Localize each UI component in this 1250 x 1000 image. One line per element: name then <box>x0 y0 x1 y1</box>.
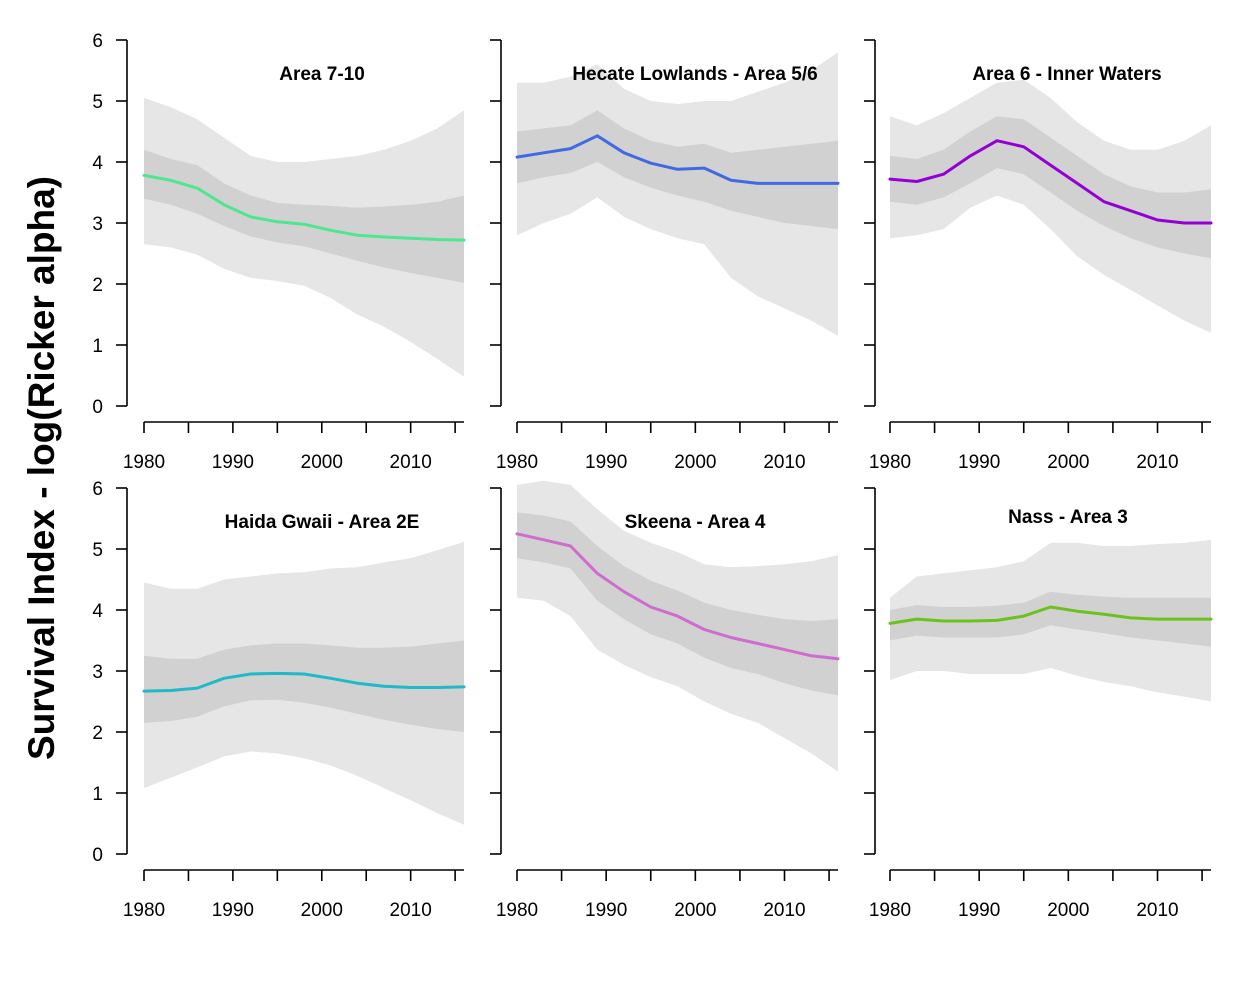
x-tick-label: 2010 <box>763 900 805 921</box>
panel-title: Skeena - Area 4 <box>625 512 766 533</box>
x-tick-label: 1990 <box>585 452 627 473</box>
x-tick-label: 2000 <box>1047 900 1089 921</box>
y-tick-label: 0 <box>92 845 103 866</box>
x-tick-label: 2000 <box>301 900 343 921</box>
inner-interval-band <box>890 591 1211 647</box>
panel-title: Area 6 - Inner Waters <box>972 64 1161 85</box>
x-tick-label: 2010 <box>1136 452 1178 473</box>
y-axis-label: Survival Index - log(Ricker alpha) <box>21 176 62 760</box>
x-tick-label: 1980 <box>496 900 538 921</box>
x-tick-label: 1990 <box>958 452 1000 473</box>
y-tick-label: 5 <box>92 92 103 113</box>
median-line <box>515 532 840 661</box>
y-tick-label: 2 <box>92 275 103 296</box>
panel-title: Area 7-10 <box>279 64 365 85</box>
y-tick-label: 3 <box>92 662 103 683</box>
panel-2: 1980 1990 2000 2010 Hecate Lowlands - Area 5… <box>490 39 840 473</box>
y-tick-label: 6 <box>92 479 103 500</box>
x-tick-label: 2000 <box>674 452 716 473</box>
x-tick-label: 2000 <box>301 452 343 473</box>
y-tick-label: 1 <box>92 336 103 357</box>
inner-interval-band <box>144 640 464 732</box>
panels: 0 1 2 3 4 5 6 1980 1990 2000 2010 Area 7-10 1980 1990… <box>92 31 1213 921</box>
median-line <box>888 605 1213 625</box>
x-tick-label: 2000 <box>1047 452 1089 473</box>
x-tick-label: 2010 <box>390 900 432 921</box>
x-tick-label: 2000 <box>674 900 716 921</box>
panel-title: Haida Gwaii - Area 2E <box>225 512 420 533</box>
y-tick-label: 5 <box>92 540 103 561</box>
x-tick-label: 1980 <box>496 452 538 473</box>
panel-3: 1980 1990 2000 2010 Area 6 - Inner Waters <box>864 39 1213 473</box>
x-tick-label: 1980 <box>123 452 165 473</box>
x-tick-label: 1990 <box>958 900 1000 921</box>
x-tick-label: 1980 <box>869 452 911 473</box>
inner-interval-band <box>517 512 838 696</box>
panel-1: 0 1 2 3 4 5 6 1980 1990 2000 2010 Area 7-10 <box>92 31 466 473</box>
x-tick-label: 1980 <box>123 900 165 921</box>
x-tick-label: 1980 <box>869 900 911 921</box>
panel-5: 1980 1990 2000 2010 Skeena - Area 4 <box>490 480 840 921</box>
y-tick-label: 4 <box>92 153 103 174</box>
median-line <box>142 173 466 242</box>
inner-interval-band <box>890 116 1211 259</box>
median-line <box>888 139 1213 225</box>
x-tick-label: 2010 <box>390 452 432 473</box>
y-tick-label: 6 <box>92 31 103 52</box>
y-tick-label: 4 <box>92 601 103 622</box>
panel-6: 1980 1990 2000 2010 Nass - Area 3 <box>864 487 1213 921</box>
median-line <box>142 671 466 693</box>
x-tick-label: 1990 <box>212 900 254 921</box>
panel-4: 0 1 2 3 4 5 6 1980 1990 2000 2010 Haida Gwaii - Are… <box>92 479 466 921</box>
panel-title: Hecate Lowlands - Area 5/6 <box>572 64 817 85</box>
median-line <box>515 134 840 185</box>
y-tick-label: 3 <box>92 214 103 235</box>
x-tick-label: 2010 <box>763 452 805 473</box>
y-tick-label: 0 <box>92 397 103 418</box>
y-tick-label: 2 <box>92 723 103 744</box>
inner-interval-band <box>144 149 464 283</box>
x-tick-label: 2010 <box>1136 900 1178 921</box>
x-tick-label: 1990 <box>585 900 627 921</box>
x-tick-label: 1990 <box>212 452 254 473</box>
panel-title: Nass - Area 3 <box>1008 507 1128 528</box>
y-tick-label: 1 <box>92 784 103 805</box>
